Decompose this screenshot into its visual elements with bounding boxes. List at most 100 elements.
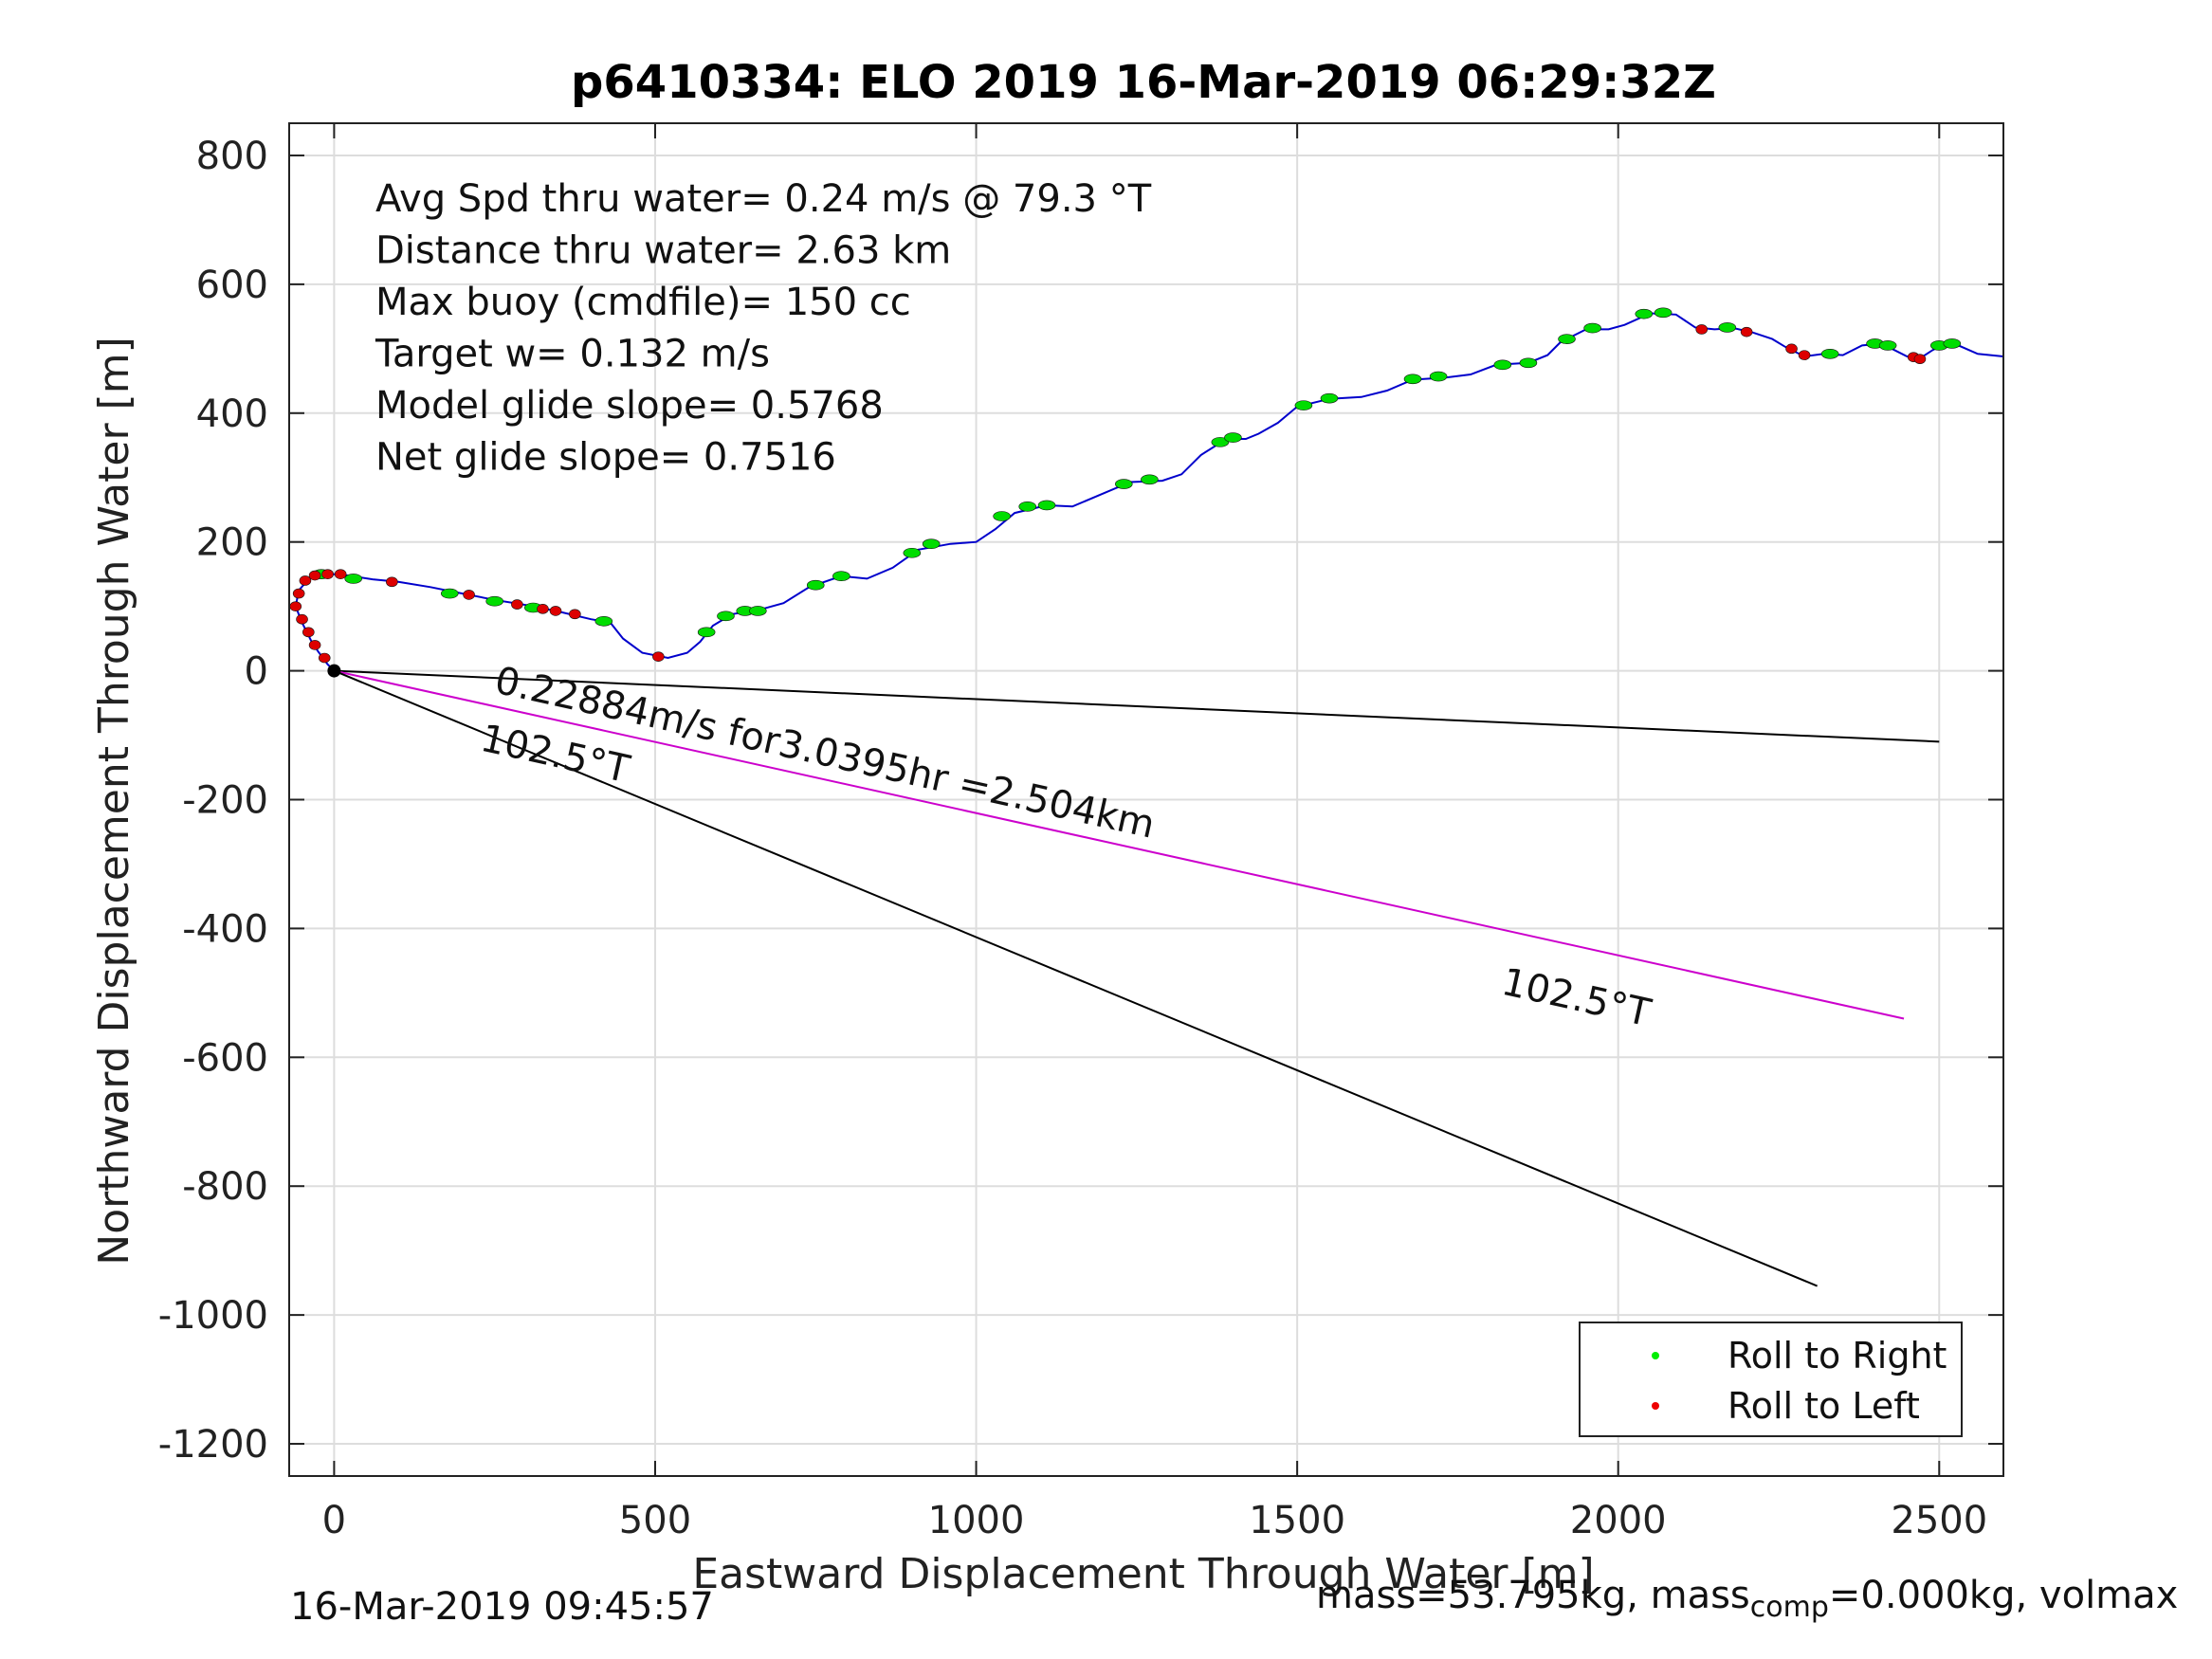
roll-right-point bbox=[806, 579, 825, 591]
roll-left-point bbox=[296, 613, 308, 625]
roll-right-point bbox=[1294, 400, 1313, 410]
roll-right-point bbox=[594, 615, 613, 627]
heading-line bbox=[334, 669, 1819, 1287]
roll-right-point bbox=[1654, 307, 1673, 319]
x-tick-label: 0 bbox=[322, 1499, 346, 1542]
roll-right-point bbox=[1558, 334, 1576, 344]
y-tick-label: 400 bbox=[196, 392, 268, 436]
y-tick-label: -600 bbox=[182, 1036, 268, 1080]
x-tick-label: 1500 bbox=[1249, 1499, 1345, 1542]
heading-annotation-1: 102.5°T bbox=[477, 717, 634, 792]
y-tick-label: -200 bbox=[182, 779, 268, 823]
y-tick-label: 600 bbox=[196, 264, 268, 307]
roll-right-point bbox=[993, 511, 1011, 521]
footer-mass: mass=53.795kg, masscomp=0.000kg, volmax bbox=[1316, 1574, 2179, 1624]
x-axis-label: Eastward Displacement Through Water [m] bbox=[692, 1550, 1594, 1598]
stats-line: Target w= 0.132 m/s bbox=[375, 333, 770, 376]
y-axis-label: Northward Displacement Through Water [m] bbox=[90, 337, 138, 1265]
roll-right-point bbox=[1018, 501, 1037, 512]
roll-left-point bbox=[1785, 343, 1798, 355]
legend-roll-right-label: Roll to Right bbox=[1728, 1335, 1947, 1376]
y-tick-label: -400 bbox=[182, 907, 268, 951]
roll-right-point bbox=[1820, 348, 1839, 359]
roll-right-point bbox=[1943, 338, 1962, 349]
origin-point bbox=[327, 664, 341, 678]
roll-right-point bbox=[832, 571, 850, 582]
roll-right-point bbox=[1211, 437, 1230, 447]
roll-left-point bbox=[652, 651, 665, 662]
roll-right-point bbox=[1493, 359, 1512, 371]
roll-left-point bbox=[1740, 326, 1753, 337]
legend: Roll to Right Roll to Left bbox=[1579, 1322, 1963, 1437]
roll-right-point bbox=[697, 627, 716, 638]
y-tick-label: -1200 bbox=[158, 1423, 268, 1467]
stats-line: Avg Spd thru water= 0.24 m/s @ 79.3 °T bbox=[375, 177, 1152, 221]
roll-right-point bbox=[1583, 322, 1601, 334]
roll-right-point bbox=[903, 547, 922, 558]
roll-left-point bbox=[289, 601, 302, 611]
roll-left-point bbox=[537, 604, 549, 614]
y-tick-label: -1000 bbox=[158, 1294, 268, 1338]
roll-left-point bbox=[386, 576, 398, 588]
roll-left-point bbox=[299, 575, 312, 586]
roll-right-point bbox=[1429, 371, 1448, 382]
y-tick-label: 200 bbox=[196, 521, 268, 565]
roll-right-point bbox=[1403, 374, 1422, 385]
heading-line bbox=[334, 669, 1905, 1020]
heading-line bbox=[334, 669, 1940, 743]
roll-right-point bbox=[485, 595, 503, 607]
roll-left-point bbox=[308, 570, 321, 581]
footer-timestamp: 16-Mar-2019 09:45:57 bbox=[290, 1585, 714, 1629]
roll-left-point bbox=[1913, 354, 1927, 365]
roll-left-point bbox=[321, 569, 334, 579]
roll-left-point bbox=[334, 569, 347, 579]
roll-left-point bbox=[549, 606, 562, 616]
roll-left-point bbox=[318, 652, 331, 664]
plot-lines bbox=[334, 669, 1940, 1287]
roll-right-point bbox=[344, 574, 363, 584]
roll-left-point bbox=[292, 588, 305, 599]
roll-left-point bbox=[1798, 350, 1811, 360]
roll-right-point bbox=[1114, 479, 1133, 489]
stats-line: Distance thru water= 2.63 km bbox=[375, 229, 951, 273]
legend-roll-left-label: Roll to Left bbox=[1728, 1385, 1920, 1427]
roll-right-point bbox=[1224, 432, 1242, 443]
stats-block: Avg Spd thru water= 0.24 m/s @ 79.3 °T Di… bbox=[375, 177, 1152, 480]
roll-right-point bbox=[1141, 474, 1159, 485]
roll-right-point bbox=[1037, 500, 1056, 511]
roll-left-point bbox=[1695, 324, 1709, 335]
roll-left-point bbox=[511, 599, 523, 610]
x-tick-label: 2000 bbox=[1570, 1499, 1667, 1542]
roll-left-point bbox=[569, 609, 581, 620]
stats-line: Net glide slope= 0.7516 bbox=[375, 436, 836, 480]
roll-right-point bbox=[1519, 357, 1538, 369]
y-tick-label: 0 bbox=[245, 650, 268, 694]
roll-left-point bbox=[463, 590, 475, 600]
axis-ticks: 0 500 1000 1500 2000 25008006004002000-200-40… bbox=[158, 123, 2003, 1542]
roll-left-points bbox=[289, 324, 1927, 678]
roll-right-point bbox=[1718, 322, 1737, 333]
roll-right-point bbox=[717, 611, 735, 622]
roll-right-point bbox=[749, 606, 767, 616]
heading-annotation-2: 102.5°T bbox=[1498, 960, 1655, 1035]
x-tick-label: 2500 bbox=[1891, 1499, 1987, 1542]
roll-left-point bbox=[302, 627, 315, 638]
x-tick-label: 1000 bbox=[928, 1499, 1025, 1542]
roll-right-point bbox=[1320, 392, 1339, 404]
y-tick-label: -800 bbox=[182, 1165, 268, 1209]
grid bbox=[289, 123, 2003, 1476]
y-tick-label: 800 bbox=[196, 135, 268, 178]
annotations: 0.22884m/s for3.0395hr =2.504km102.5°T10… bbox=[477, 659, 1655, 1035]
roll-right-point bbox=[1635, 308, 1654, 319]
roll-right-point bbox=[1878, 340, 1897, 351]
legend-roll-right-marker bbox=[1652, 1352, 1659, 1359]
roll-right-point bbox=[922, 538, 941, 550]
stats-line: Model glide slope= 0.5768 bbox=[375, 384, 884, 428]
legend-roll-left-marker bbox=[1652, 1402, 1659, 1410]
stats-line: Max buoy (cmdfile)= 150 cc bbox=[375, 281, 911, 324]
x-tick-label: 500 bbox=[619, 1499, 691, 1542]
roll-right-point bbox=[440, 588, 459, 599]
chart-title: p6410334: ELO 2019 16-Mar-2019 06:29:32Z bbox=[571, 56, 1716, 109]
roll-left-point bbox=[308, 640, 321, 650]
